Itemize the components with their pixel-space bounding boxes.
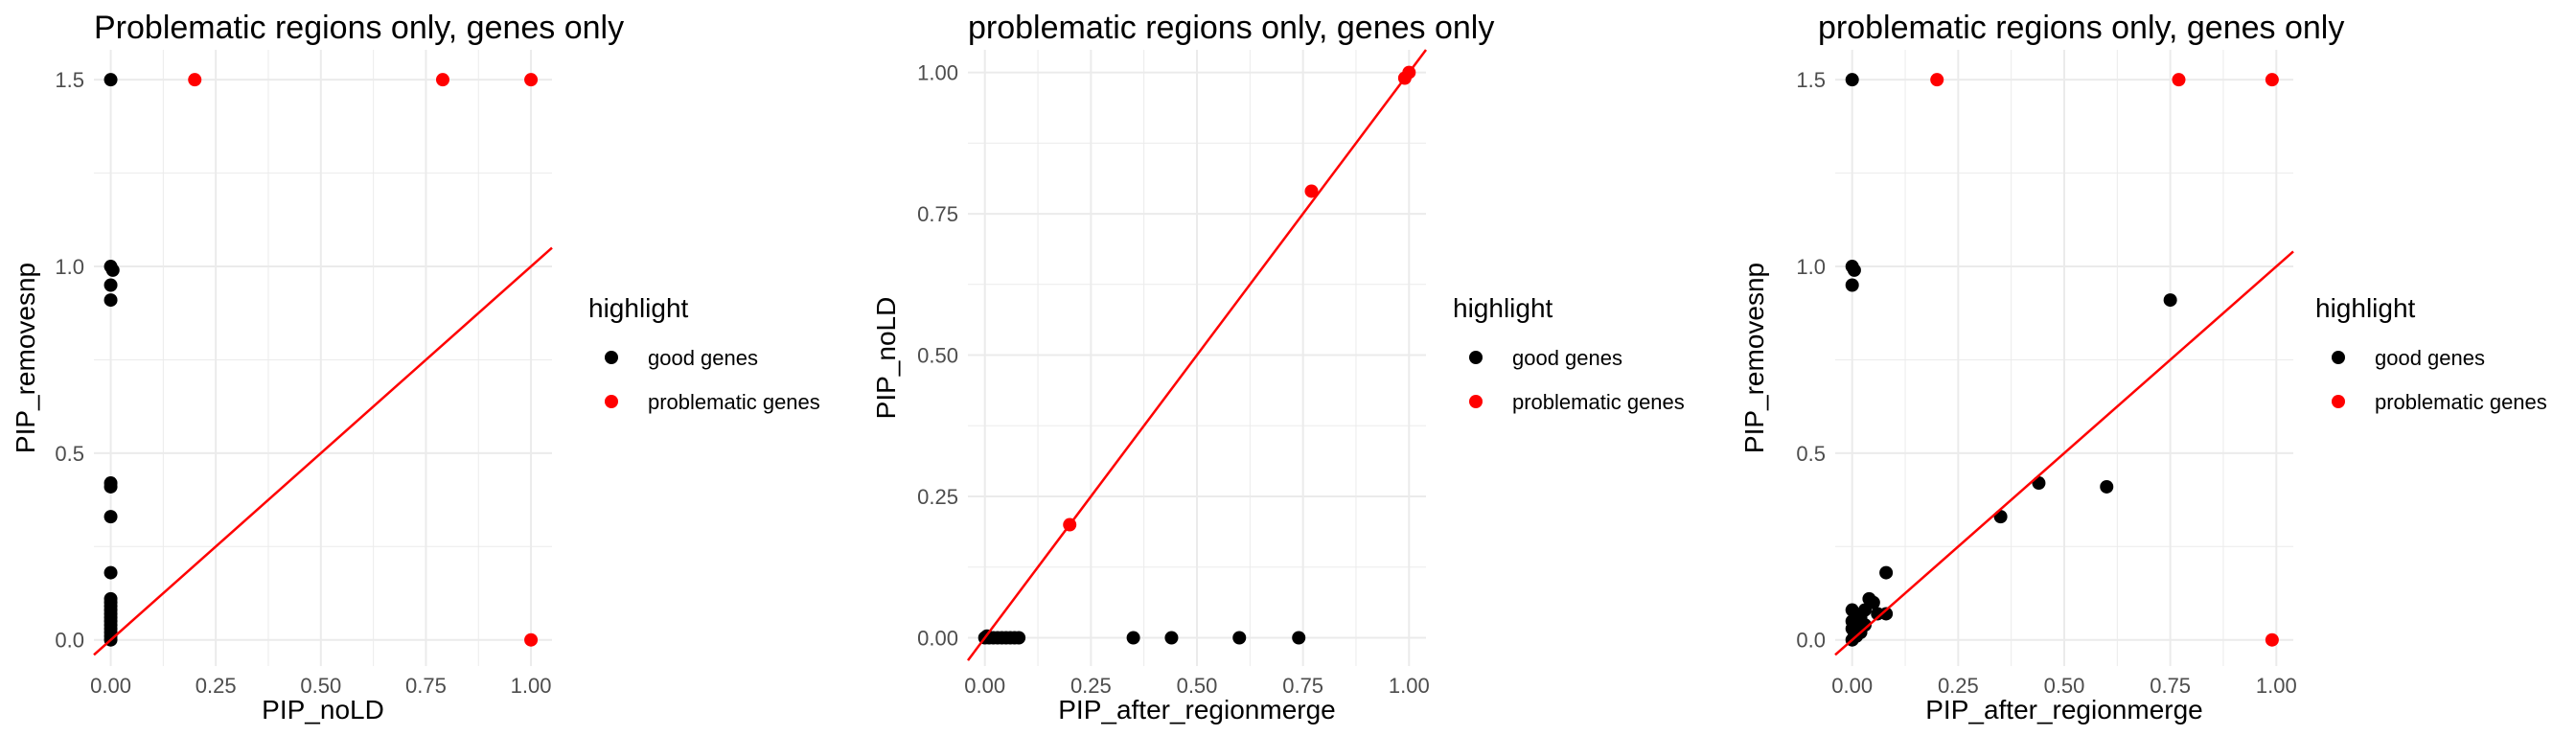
data-point-good-gene xyxy=(1292,631,1306,645)
y-tick-label: 0.50 xyxy=(917,344,958,368)
legend-key-problematic-genes xyxy=(1469,395,1483,408)
y-tick-label: 0.5 xyxy=(55,442,84,466)
data-point-problematic-gene xyxy=(2265,73,2279,87)
y-tick-label: 0.75 xyxy=(917,202,958,226)
data-point-good-gene xyxy=(1845,278,1859,292)
data-point-good-gene xyxy=(105,263,120,277)
x-tick-label: 1.00 xyxy=(511,674,552,698)
chart-title: problematic regions only, genes only xyxy=(1818,10,2344,46)
data-point-good-gene xyxy=(104,278,118,292)
data-point-good-gene xyxy=(2163,293,2177,308)
y-tick-label: 1.0 xyxy=(55,255,84,279)
data-point-problematic-gene xyxy=(1930,73,1944,87)
y-axis-label: PIP_removesnp xyxy=(11,263,40,453)
legend-label: good genes xyxy=(2375,346,2485,370)
data-point-problematic-gene xyxy=(1304,184,1319,198)
data-point-good-gene xyxy=(104,510,118,524)
x-tick-label: 0.50 xyxy=(300,674,341,698)
x-tick-label: 1.00 xyxy=(1389,674,1430,698)
reference-line xyxy=(967,49,1427,661)
x-axis-label: PIP_after_regionmerge xyxy=(1925,695,2203,724)
data-point-good-gene xyxy=(1845,73,1859,87)
reference-line xyxy=(1834,250,2294,656)
x-tick-label: 0.00 xyxy=(964,674,1005,698)
legend-label: good genes xyxy=(1512,346,1622,370)
legend-label: problematic genes xyxy=(648,390,820,414)
chart-title: problematic regions only, genes only xyxy=(968,10,1494,46)
legend-key-good-genes xyxy=(1469,351,1483,364)
data-point-good-gene xyxy=(104,293,118,308)
x-tick-label: 1.00 xyxy=(2256,674,2297,698)
y-axis-label: PIP_removesnp xyxy=(1739,263,1769,453)
legend-title: highlight xyxy=(2315,293,2416,323)
data-point-good-gene xyxy=(2100,479,2114,494)
chart-title: Problematic regions only, genes only xyxy=(94,10,624,46)
y-tick-label: 0.0 xyxy=(55,629,84,653)
y-tick-label: 1.00 xyxy=(917,61,958,85)
legend-key-problematic-genes xyxy=(605,395,618,408)
y-tick-label: 1.0 xyxy=(1796,255,1826,279)
x-tick-label: 0.50 xyxy=(1177,674,1218,698)
data-point-problematic-gene xyxy=(2265,632,2279,647)
legend-label: problematic genes xyxy=(1512,390,1685,414)
data-point-good-gene xyxy=(1879,607,1894,621)
x-tick-label: 0.00 xyxy=(90,674,131,698)
legend: highlight good genes problematic genes xyxy=(588,293,820,414)
x-tick-label: 0.75 xyxy=(2150,674,2191,698)
data-point-good-gene xyxy=(1126,631,1140,645)
y-tick-label: 1.5 xyxy=(1796,68,1826,92)
legend: highlight good genes problematic genes xyxy=(1453,293,1685,414)
data-point-good-gene xyxy=(104,73,118,87)
data-point-problematic-gene xyxy=(524,73,539,87)
y-tick-label: 1.5 xyxy=(55,68,84,92)
x-axis-label: PIP_noLD xyxy=(262,695,384,724)
data-point-problematic-gene xyxy=(435,73,449,87)
y-tick-label: 0.0 xyxy=(1796,629,1826,653)
data-point-problematic-gene xyxy=(524,632,539,647)
data-point-problematic-gene xyxy=(188,73,202,87)
y-tick-label: 0.5 xyxy=(1796,442,1826,466)
reference-line xyxy=(93,246,553,656)
legend-key-good-genes xyxy=(2332,351,2345,364)
data-point-good-gene xyxy=(104,565,118,580)
x-tick-label: 0.25 xyxy=(1070,674,1112,698)
legend-key-problematic-genes xyxy=(2332,395,2345,408)
x-tick-label: 0.25 xyxy=(1938,674,1979,698)
legend-label: problematic genes xyxy=(2375,390,2547,414)
legend: highlight good genes problematic genes xyxy=(2315,293,2547,414)
legend-title: highlight xyxy=(588,293,689,323)
x-tick-label: 0.50 xyxy=(2044,674,2085,698)
data-point-good-gene xyxy=(1232,631,1247,645)
data-point-good-gene xyxy=(1164,631,1179,645)
x-tick-label: 0.00 xyxy=(1831,674,1873,698)
x-axis-label: PIP_after_regionmerge xyxy=(1058,695,1336,724)
y-tick-label: 0.00 xyxy=(917,627,958,651)
chart-panel-3: 0.00 0.25 0.50 0.75 1.00 0.0 0.5 1.0 1.5 problema… xyxy=(1739,10,2547,724)
data-point-good-gene xyxy=(1879,565,1894,580)
data-point-good-gene xyxy=(1847,263,1861,277)
data-point-good-gene xyxy=(104,479,118,494)
legend-label: good genes xyxy=(648,346,758,370)
legend-key-good-genes xyxy=(605,351,618,364)
chart-panel-1: 0.00 0.25 0.50 0.75 1.00 0.0 0.5 1.0 1.5 Problema… xyxy=(11,10,820,724)
x-tick-label: 0.75 xyxy=(1282,674,1323,698)
x-tick-label: 0.25 xyxy=(196,674,237,698)
y-axis-label: PIP_noLD xyxy=(871,297,901,420)
y-tick-label: 0.25 xyxy=(917,485,958,509)
data-point-problematic-gene xyxy=(2172,73,2186,87)
legend-title: highlight xyxy=(1453,293,1553,323)
x-tick-label: 0.75 xyxy=(405,674,447,698)
chart-panel-2: 0.00 0.25 0.50 0.75 1.00 0.00 0.25 0.50 0.75 1.00… xyxy=(871,10,1685,724)
data-point-good-gene xyxy=(1012,631,1026,645)
